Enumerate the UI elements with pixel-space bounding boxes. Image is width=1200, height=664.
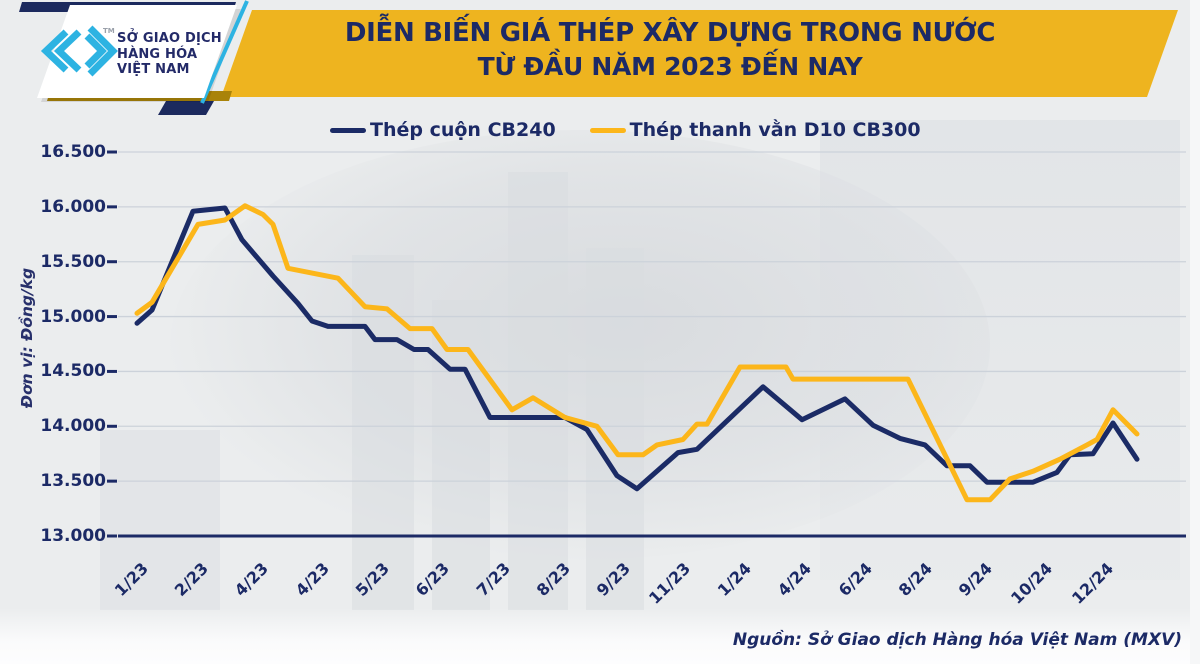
mxv-logo-icon bbox=[40, 25, 118, 77]
y-axis-tick-label: 13.000 bbox=[40, 526, 106, 546]
chart-title-line2: TỪ ĐẦU NĂM 2023 ĐẾN NAY bbox=[477, 52, 863, 81]
page-right-edge bbox=[1190, 0, 1200, 664]
cyan-slash-accent bbox=[200, 0, 249, 104]
logo-org-line2: HÀNG HÓA bbox=[117, 46, 198, 62]
y-tick-mark bbox=[107, 534, 117, 538]
legend-swatch-cb240 bbox=[330, 127, 366, 133]
chart-legend: Thép cuộn CB240 Thép thanh vằn D10 CB300 bbox=[330, 119, 921, 141]
y-axis-tick-label: 14.000 bbox=[40, 416, 106, 437]
y-tick-mark bbox=[107, 150, 117, 154]
y-tick-mark bbox=[107, 260, 117, 264]
legend-swatch-d10-cb300 bbox=[589, 127, 626, 133]
chart-title-line1: DIỄN BIẾN GIÁ THÉP XÂY DỰNG TRONG NƯỚC bbox=[344, 18, 996, 48]
y-axis-tick-label: 15.500 bbox=[40, 251, 106, 272]
y-axis-tick-label: 16.000 bbox=[40, 196, 106, 217]
logo-org-name: SỞ GIAO DỊCH HÀNG HÓA VIỆT NAM bbox=[117, 31, 222, 78]
y-tick-mark bbox=[107, 205, 117, 209]
legend-item-d10-cb300: Thép thanh vằn D10 CB300 bbox=[589, 119, 921, 141]
title-banner-ribbon bbox=[221, 10, 1178, 97]
y-axis-tick-label: 15.000 bbox=[40, 306, 106, 327]
source-attribution: Nguồn: Sở Giao dịch Hàng hóa Việt Nam (M… bbox=[732, 630, 1182, 650]
footer-band bbox=[0, 608, 1200, 664]
y-axis-tick-label: 13.500 bbox=[40, 471, 106, 492]
y-axis-tick-label: 14.500 bbox=[40, 361, 106, 382]
series-line-d10-cb300 bbox=[134, 203, 1140, 503]
y-axis-tick-label: 16.500 bbox=[40, 142, 106, 162]
header-banner-graphics bbox=[19, 0, 1178, 115]
y-tick-mark bbox=[107, 315, 117, 319]
legend-label-cb240: Thép cuộn CB240 bbox=[370, 119, 556, 141]
legend-item-cb240: Thép cuộn CB240 bbox=[330, 119, 556, 141]
logo-org-line1: SỞ GIAO DỊCH bbox=[117, 31, 222, 46]
y-tick-mark bbox=[107, 369, 117, 373]
trademark-mark: TM bbox=[103, 27, 115, 35]
y-tick-mark bbox=[107, 479, 117, 483]
y-tick-mark bbox=[107, 424, 117, 428]
logo-plate bbox=[37, 5, 237, 98]
chart-title: DIỄN BIẾN GIÁ THÉP XÂY DỰNG TRONG NƯỚC T… bbox=[308, 15, 1032, 83]
legend-label-d10-cb300: Thép thanh vằn D10 CB300 bbox=[629, 119, 921, 141]
logo-org-line3: VIỆT NAM bbox=[117, 62, 190, 77]
series-line-cb240 bbox=[134, 205, 1140, 492]
ribbon-navy-tail bbox=[158, 101, 214, 115]
